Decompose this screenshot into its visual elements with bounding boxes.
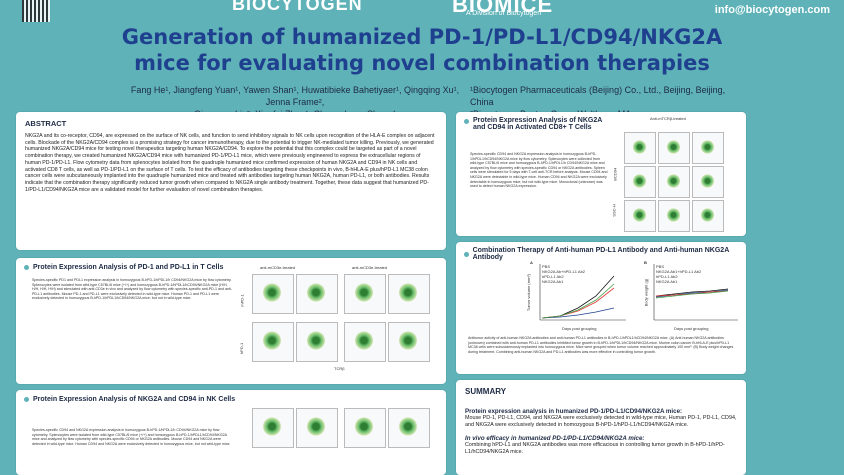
chart-b-legend: PBS NKG2A Ab1+hPD-L1 Ab2 hPD-L1 Ab2 NKG2… (656, 264, 701, 284)
facs-plot (388, 322, 430, 362)
abstract-panel: ABSTRACT NKG2A and its co-receptor, CD94… (16, 112, 446, 250)
body-weight-chart (653, 264, 738, 321)
facs-plot (344, 274, 386, 314)
legend-a-item: NKG2A Ab1 (542, 279, 564, 284)
bullet-icon (24, 265, 29, 270)
facs-plot (658, 166, 690, 198)
affiliation-1: ¹Biocytogen Pharmaceuticals (Beijing) Co… (470, 85, 726, 107)
chart-b-xlabel: Days post grouping (674, 326, 709, 331)
contact-email[interactable]: info@biocytogen.com (714, 4, 830, 16)
tumor-volume-chart (539, 264, 626, 321)
facs-plot (252, 322, 294, 362)
legend-b-item: NKG2A Ab1+hPD-L1 Ab2 (656, 269, 702, 274)
combination-therapy-panel: Combination Therapy of Anti-human PD-L1 … (456, 242, 746, 374)
legend-b-item: PBS (656, 264, 665, 269)
series-combo (541, 307, 615, 319)
facs-plot (344, 408, 386, 448)
chart-b-ylabel: Body weight (g) (643, 278, 649, 307)
facs-plot (388, 274, 430, 314)
poster-title: Generation of humanized PD-1/PD-L1/CD94/… (0, 24, 844, 76)
summary-h1: Protein expression analysis in humanized… (465, 408, 683, 415)
facs-plot (624, 200, 656, 232)
legend-b-item: hPD-L1 Ab2 (656, 274, 678, 279)
pd1-axis-x: TCRβ (334, 366, 345, 371)
cd8-panel-title: Protein Expression Analysis of NKG2A and… (473, 117, 603, 131)
legend-b-item: NKG2A Ab1 (656, 279, 678, 284)
pd1-group-label-2: anti-mCD3e-treated (352, 265, 388, 270)
summary-t2: Combining hPD-L1 and NKG2A antibodies wa… (465, 442, 725, 455)
facs-plot (692, 166, 724, 198)
facs-plot (692, 200, 724, 232)
facs-plot (388, 408, 430, 448)
pd1-group-label-1: anti-mCD3e-treated (260, 265, 296, 270)
cd8-caption: Species-specific CD94 and NKG2A expressi… (470, 152, 608, 189)
legend-a-item: NKG2A Ab+hPD-L1 Ab2 (542, 269, 586, 274)
facs-plot (692, 132, 724, 164)
facs-plot (624, 132, 656, 164)
pd1-expression-panel: Protein Expression Analysis of PD-1 and … (16, 258, 446, 384)
facs-plot (296, 274, 338, 314)
cd8-axis-x: SSC-H (611, 204, 617, 217)
legend-a-item: hPD-L1 Ab2 (542, 274, 564, 279)
cd8-group-label: Anti-mTCRβ-treated (650, 116, 686, 121)
nk-panel-title: Protein Expression Analysis of NKG2A and… (33, 396, 236, 403)
series-hpdl1 (541, 287, 615, 319)
summary-panel: SUMMARY Protein expression analysis in h… (456, 380, 746, 475)
biocytogen-logo: BIOCYTOGEN (232, 0, 363, 14)
abstract-heading: ABSTRACT (25, 119, 67, 128)
abstract-text: NKG2A and its co-receptor, CD94, are exp… (25, 133, 435, 193)
title-line-1: Generation of humanized PD-1/PD-L1/CD94/… (121, 25, 723, 49)
chart-a-legend: PBS NKG2A Ab+hPD-L1 Ab2 hPD-L1 Ab2 NKG2A… (542, 264, 585, 284)
qr-code-icon (22, 0, 50, 22)
pd1-axis-y1: mPD-1 (239, 294, 245, 307)
facs-plot (296, 322, 338, 362)
cd8-expression-panel: Protein Expression Analysis of NKG2A and… (456, 112, 746, 236)
combo-panel-heading: Combination Therapy of Anti-human PD-L1 … (464, 247, 738, 261)
pd1-panel-heading: Protein Expression Analysis of PD-1 and … (24, 264, 438, 271)
pd1-caption: Species-specific PD1 and PDL1 expression… (32, 278, 232, 301)
bullet-icon (464, 119, 469, 124)
legend-a-item: PBS (542, 264, 551, 269)
top-bar: BIOCYTOGEN BIOMICE A Division of Biocyto… (0, 0, 844, 22)
facs-plot (344, 322, 386, 362)
nk-panel-heading: Protein Expression Analysis of NKG2A and… (24, 396, 438, 403)
facs-plot (252, 274, 294, 314)
chart-a-letter: A (530, 260, 533, 265)
facs-plot (658, 200, 690, 232)
pd1-axis-y2: hPD-1 (239, 342, 245, 355)
nk-expression-panel: Protein Expression Analysis of NKG2A and… (16, 390, 446, 475)
biomice-subtitle: A Division of Biocytogen (466, 10, 542, 17)
facs-plot (252, 408, 294, 448)
facs-plot (624, 166, 656, 198)
cd8-panel-heading: Protein Expression Analysis of NKG2A and… (464, 117, 738, 131)
pd1-panel-title: Protein Expression Analysis of PD-1 and … (33, 264, 224, 271)
title-line-2: mice for evaluating novel combination th… (134, 51, 710, 75)
summary-heading: SUMMARY (465, 387, 507, 396)
chart-a-xlabel: Days post grouping (562, 326, 597, 331)
bullet-icon (464, 251, 469, 257)
chart-b-letter: B (644, 260, 647, 265)
biomice-logo: BIOMICE (452, 0, 554, 17)
facs-plot (296, 408, 338, 448)
series-nkg2a (541, 283, 615, 319)
nk-caption: Species-specific CD94 and NKG2A expressi… (32, 428, 231, 446)
bullet-icon (24, 397, 29, 402)
combo-panel-title: Combination Therapy of Anti-human PD-L1 … (472, 247, 729, 261)
combo-caption: Antitumor activity of anti-human NKG2A a… (468, 336, 734, 354)
summary-h2: In vivo efficacy in humanized PD-1/PD-L1… (465, 435, 645, 442)
cd8-axis-y: mCD94 (612, 167, 618, 182)
authors-line-1: Fang He¹, Jiangfeng Yuan¹, Yawen Shan¹, … (130, 85, 460, 107)
facs-plot (658, 132, 690, 164)
chart-a-ylabel: Tumor volume (mm³) (526, 273, 532, 312)
summary-t1: Mouse PD-1, PD-L1, CD94, and NKG2A were … (465, 415, 737, 428)
